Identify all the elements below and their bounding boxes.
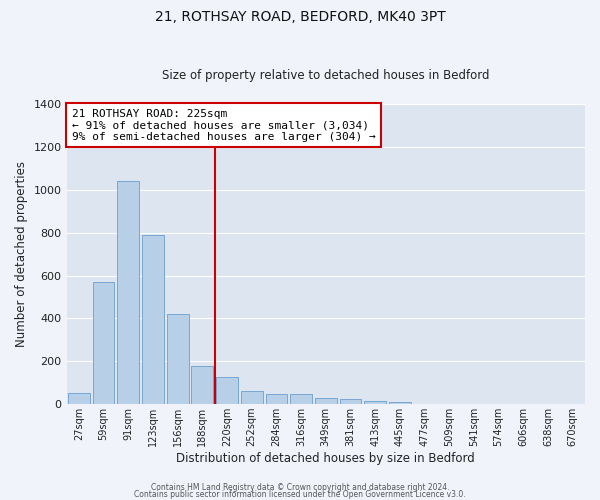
Bar xyxy=(364,401,386,404)
Text: Contains public sector information licensed under the Open Government Licence v3: Contains public sector information licen… xyxy=(134,490,466,499)
Bar xyxy=(68,394,90,404)
Bar xyxy=(216,378,238,404)
Text: 21 ROTHSAY ROAD: 225sqm
← 91% of detached houses are smaller (3,034)
9% of semi-: 21 ROTHSAY ROAD: 225sqm ← 91% of detache… xyxy=(72,108,376,142)
Y-axis label: Number of detached properties: Number of detached properties xyxy=(15,161,28,347)
Bar xyxy=(241,390,263,404)
Bar xyxy=(167,314,188,404)
Bar xyxy=(118,181,139,404)
Bar xyxy=(340,400,361,404)
Text: 21, ROTHSAY ROAD, BEDFORD, MK40 3PT: 21, ROTHSAY ROAD, BEDFORD, MK40 3PT xyxy=(155,10,445,24)
Bar xyxy=(315,398,337,404)
Title: Size of property relative to detached houses in Bedford: Size of property relative to detached ho… xyxy=(162,69,490,82)
X-axis label: Distribution of detached houses by size in Bedford: Distribution of detached houses by size … xyxy=(176,452,475,465)
Bar xyxy=(290,394,312,404)
Bar xyxy=(191,366,213,404)
Bar xyxy=(142,235,164,404)
Bar xyxy=(93,282,115,404)
Text: Contains HM Land Registry data © Crown copyright and database right 2024.: Contains HM Land Registry data © Crown c… xyxy=(151,484,449,492)
Bar xyxy=(266,394,287,404)
Bar xyxy=(389,402,410,404)
